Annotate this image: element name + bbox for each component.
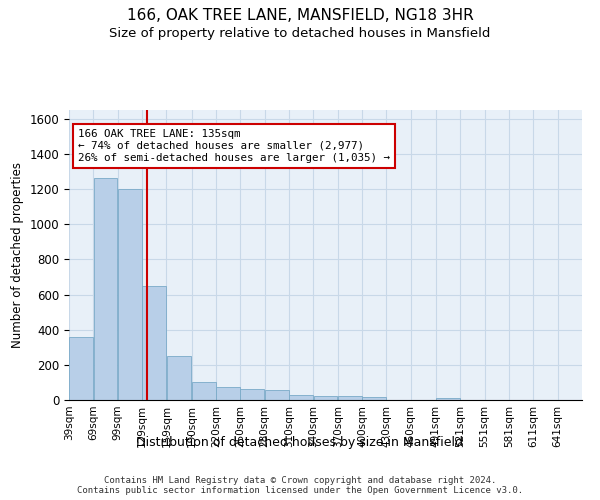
Bar <box>314 396 337 400</box>
Text: Size of property relative to detached houses in Mansfield: Size of property relative to detached ho… <box>109 28 491 40</box>
Bar <box>118 189 142 400</box>
Text: 166, OAK TREE LANE, MANSFIELD, NG18 3HR: 166, OAK TREE LANE, MANSFIELD, NG18 3HR <box>127 8 473 22</box>
Bar <box>241 388 265 400</box>
Y-axis label: Number of detached properties: Number of detached properties <box>11 162 24 348</box>
Bar <box>216 387 240 400</box>
Bar <box>69 336 93 400</box>
Bar <box>362 398 386 400</box>
Bar <box>192 382 216 400</box>
Bar <box>94 178 118 400</box>
Bar <box>289 394 313 400</box>
Bar <box>338 396 362 400</box>
Text: Contains HM Land Registry data © Crown copyright and database right 2024.
Contai: Contains HM Land Registry data © Crown c… <box>77 476 523 495</box>
Bar <box>142 286 166 400</box>
Bar <box>265 390 289 400</box>
Bar <box>436 398 460 400</box>
Bar <box>167 356 191 400</box>
Text: 166 OAK TREE LANE: 135sqm
← 74% of detached houses are smaller (2,977)
26% of se: 166 OAK TREE LANE: 135sqm ← 74% of detac… <box>78 130 390 162</box>
Text: Distribution of detached houses by size in Mansfield: Distribution of detached houses by size … <box>137 436 464 449</box>
